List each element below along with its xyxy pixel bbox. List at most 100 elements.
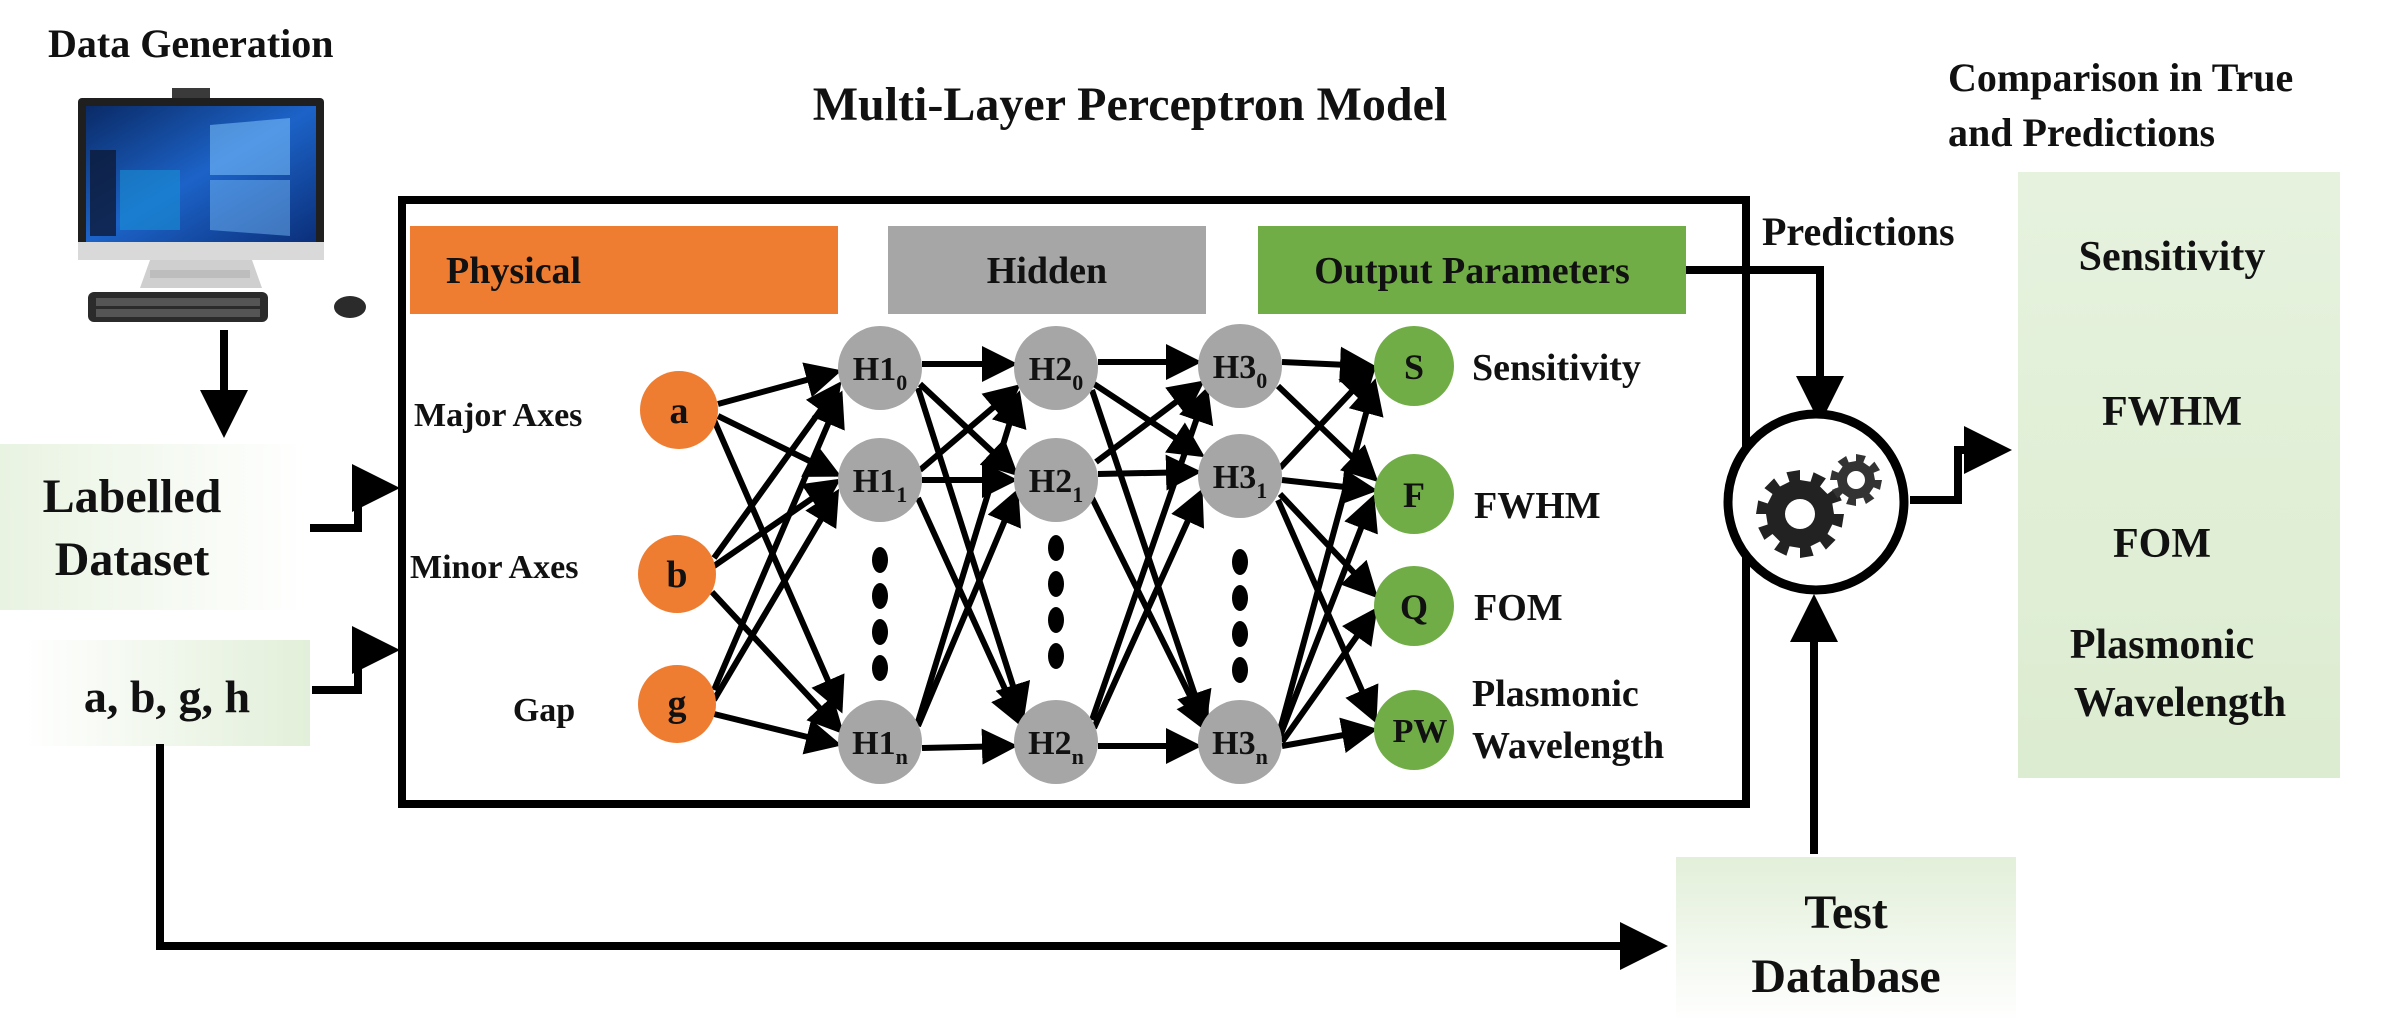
output-node-f: F: [1374, 454, 1454, 534]
test-database-box: Test Database: [1676, 857, 2016, 1022]
network-connection-arrow: [711, 381, 842, 560]
h2-n-prefix: H2: [1028, 725, 1071, 762]
comparison-item-fom: FOM: [2113, 521, 2211, 567]
h3-0-prefix: H3: [1213, 349, 1256, 386]
input-label-minor-axes: Minor Axes: [410, 549, 578, 586]
parameters-box: a, b, g, h: [24, 640, 310, 746]
gear-hole: [1785, 499, 1815, 529]
network-connection-arrow: [1281, 468, 1378, 505]
h1-n-prefix: H1: [852, 725, 895, 762]
output-header: Output Parameters: [1258, 226, 1686, 314]
labelled-dataset-line2: Dataset: [55, 533, 210, 586]
input-node-b: b: [638, 535, 716, 613]
comparison-heading-line2: and Predictions: [1948, 110, 2215, 155]
hidden-node-h1-0: H10: [838, 326, 922, 410]
network-connection-arrow: [716, 413, 842, 477]
h1-0-sub: 0: [896, 370, 907, 395]
comparison-box: Sensitivity FWHM FOM Plasmonic Wavelengt…: [2018, 172, 2340, 778]
svg-text:H21: H21: [1029, 463, 1083, 507]
test-database-line1: Test: [1804, 886, 1888, 939]
arrow-processor-to-comparison: [1910, 426, 2012, 504]
network-connection-arrow: [1281, 346, 1376, 383]
output-label-wavelength: Wavelength: [1472, 725, 1664, 767]
h1-n-sub: n: [896, 744, 908, 769]
output-node-pw: PW: [1374, 690, 1454, 770]
processing-gears-icon: [1723, 409, 1909, 595]
h2-n-sub: n: [1072, 744, 1084, 769]
input-node-a: a: [640, 371, 718, 449]
input-node-g-symbol: g: [668, 683, 687, 725]
network-connection-arrow: [711, 418, 845, 714]
labelled-dataset-box: Labelled Dataset: [0, 444, 306, 610]
output-node-q-symbol: Q: [1400, 587, 1428, 627]
network-connection-arrow: [713, 711, 842, 755]
output-node-f-symbol: F: [1403, 475, 1425, 515]
input-node-a-symbol: a: [670, 390, 689, 432]
input-label-major-axes: Major Axes: [414, 397, 582, 434]
network-connection-arrow: [915, 488, 1021, 728]
network-connection-arrow: [1277, 491, 1379, 599]
network-connection-arrow: [1092, 381, 1206, 458]
h2-0-prefix: H2: [1029, 351, 1072, 388]
comparison-item-sensitivity: Sensitivity: [2079, 234, 2266, 280]
input-node-b-symbol: b: [666, 554, 687, 596]
network-connection-arrow: [915, 390, 1027, 723]
h3-n-sub: n: [1256, 744, 1268, 769]
h2-0-sub: 0: [1072, 370, 1083, 395]
network-connection-arrow: [1097, 454, 1202, 491]
network-connection-arrow: [1275, 383, 1379, 483]
network-connection-arrow: [1281, 717, 1378, 753]
network-connection-arrow: [711, 488, 840, 702]
output-layer: S Sensitivity F FWHM Q FOM PW Plasmonic …: [1374, 326, 1664, 770]
hidden-node-h2-0: H20: [1014, 326, 1098, 410]
h3-n-prefix: H3: [1212, 725, 1255, 762]
network-connection-arrow: [1275, 498, 1379, 724]
hidden-layer-1: H10 H11 H1n: [838, 326, 922, 784]
model-title: Multi-Layer Perceptron Model: [813, 78, 1448, 131]
large-gear-icon: [1756, 470, 1844, 558]
network-connection-arrow: [1277, 378, 1384, 731]
hidden-node-h1-n: H1n: [838, 700, 922, 784]
labelled-dataset-line1: Labelled: [43, 470, 222, 523]
output-header-label: Output Parameters: [1314, 250, 1630, 292]
network-connection-arrow: [921, 728, 1018, 765]
output-label-fom: FOM: [1474, 587, 1563, 629]
physical-header-label: Physical: [446, 250, 581, 292]
svg-text:H10: H10: [853, 351, 907, 395]
svg-text:H31: H31: [1213, 459, 1267, 503]
comparison-item-fwhm: FWHM: [2102, 389, 2242, 435]
ellipsis-dots-layer-2: [1048, 535, 1064, 669]
h3-1-sub: 1: [1256, 478, 1267, 503]
input-node-g: g: [638, 665, 716, 743]
svg-text:H30: H30: [1213, 349, 1267, 393]
hidden-node-h3-1: H31: [1198, 434, 1282, 518]
flow-arrows: [156, 266, 2012, 970]
h1-0-prefix: H1: [853, 351, 896, 388]
arrow-params-to-model: [312, 626, 400, 694]
network-connection-arrow: [1277, 494, 1378, 738]
arrow-dataset-to-model: [310, 464, 400, 532]
h3-0-sub: 0: [1256, 368, 1267, 393]
input-layer: Major Axes Minor Axes Gap a b g: [410, 371, 718, 743]
svg-text:H1n: H1n: [852, 725, 908, 769]
output-label-plasmonic: Plasmonic: [1472, 673, 1639, 715]
predictions-label: Predictions: [1762, 209, 1955, 254]
input-label-gap: Gap: [513, 692, 575, 729]
hidden-header: Hidden: [888, 226, 1206, 314]
output-node-s: S: [1374, 326, 1454, 406]
network-connection-arrow: [709, 589, 845, 735]
physical-header: Physical: [410, 226, 838, 314]
h3-1-prefix: H3: [1213, 459, 1256, 496]
output-label-sensitivity: Sensitivity: [1472, 347, 1641, 389]
hidden-node-h2-n: H2n: [1014, 700, 1098, 784]
desktop-computer-icon: [78, 88, 366, 322]
ellipsis-dots-layer-1: [872, 547, 888, 681]
parameters-label: a, b, g, h: [84, 671, 250, 722]
small-gear-icon: [1830, 454, 1882, 506]
comparison-heading-line1: Comparison in True: [1948, 55, 2293, 100]
h2-1-sub: 1: [1072, 482, 1083, 507]
hidden-layer-3: H30 H31 H3n: [1198, 324, 1282, 784]
hidden-node-h3-0: H30: [1198, 324, 1282, 408]
hidden-node-h2-1: H21: [1014, 438, 1098, 522]
